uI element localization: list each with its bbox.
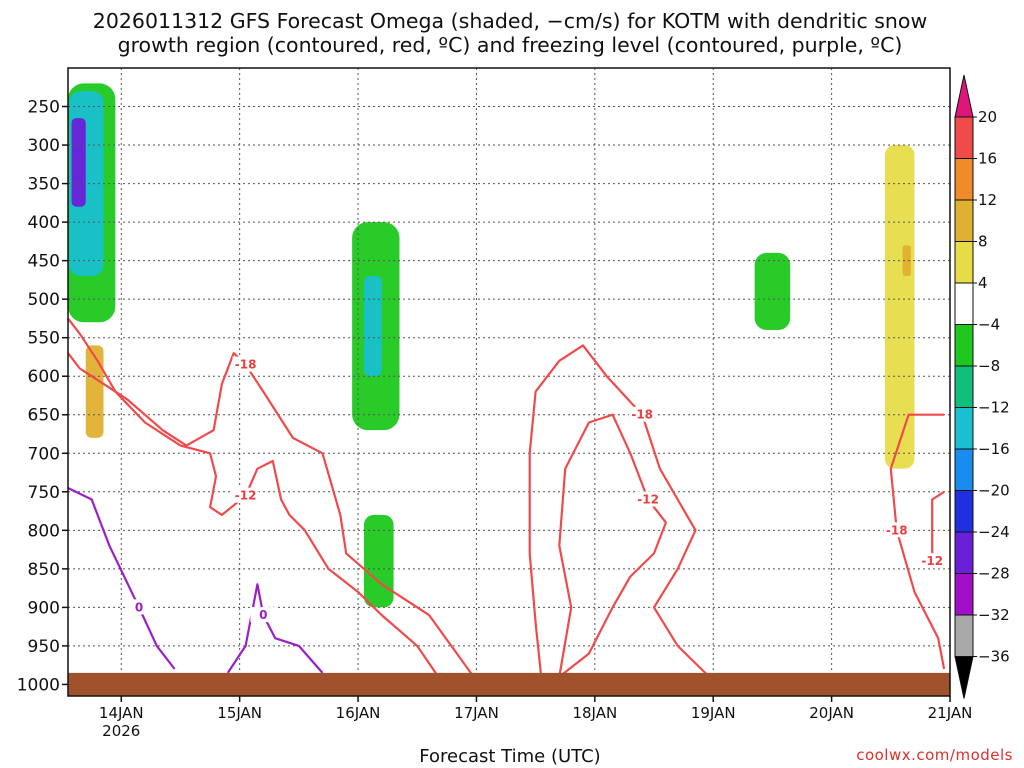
colorbar-tick-label-10: −24: [978, 523, 1010, 541]
y-tick-label-15: 1000: [17, 675, 60, 695]
colorbar-top-arrow: [954, 74, 974, 118]
contour-line-3: [558, 413, 667, 678]
contour-label-1: -18: [235, 358, 257, 372]
omega-region-5: [85, 345, 104, 438]
x-tick-label-3: 17JAN: [454, 704, 499, 722]
omega-region-3: [754, 252, 791, 330]
grid-layer: [68, 68, 951, 696]
colorbar-tick-label-0: 20: [978, 108, 997, 126]
y-tick-label-1: 300: [28, 136, 60, 156]
colorbar-bin-11: [954, 531, 974, 574]
contour-label-bg-7: [250, 607, 277, 623]
colorbar-bin-1: [954, 116, 974, 159]
contour-label-7: 0: [259, 608, 267, 622]
credit-text: coolwx.com/models: [856, 746, 1013, 764]
contour-label-5: -12: [921, 554, 943, 568]
colorbar-bin-5: [954, 282, 974, 325]
colorbar-tick-label-7: −12: [978, 399, 1010, 417]
x-tick-label-1: 15JAN: [217, 704, 262, 722]
contour-line-2: [528, 344, 714, 682]
colorbar-tick-label-1: 16: [978, 150, 997, 168]
colorbar-tick-label-12: −32: [978, 606, 1010, 624]
y-tick-label-14: 950: [28, 637, 60, 657]
colorbar-bin-12: [954, 573, 974, 616]
x-axis-label: Forecast Time (UTC): [419, 746, 600, 767]
x-year-label: 2026: [102, 722, 140, 740]
colorbar-bin-13: [954, 614, 974, 657]
ground-fill: [68, 672, 950, 696]
colorbar-bin-9: [954, 448, 974, 491]
colorbar-bottom-arrow: [954, 656, 974, 699]
y-tick-label-4: 450: [28, 252, 60, 272]
omega-region-2: [363, 514, 394, 608]
colorbar-tick-label-8: −16: [978, 440, 1010, 458]
omega-region-6: [902, 245, 911, 277]
x-tick-label-2: 16JAN: [336, 704, 381, 722]
omega-region-4: [884, 145, 915, 469]
x-tick-label-6: 20JAN: [809, 704, 854, 722]
contour-label-bg-4: [883, 522, 910, 538]
colorbar-tick-label-9: −20: [978, 482, 1010, 500]
colorbar-bin-7: [954, 365, 974, 408]
plot-background: [68, 68, 950, 696]
omega-region-7: [363, 276, 382, 377]
y-tick-label-11: 800: [28, 521, 60, 541]
ground-layer: [68, 672, 950, 696]
colorbar-tick-label-13: −36: [978, 648, 1010, 666]
colorbar-bin-4: [954, 241, 974, 284]
chart-title-line-1: 2026011312 GFS Forecast Omega (shaded, −…: [93, 9, 927, 33]
colorbar-bin-10: [954, 490, 974, 533]
plot-area: -12 -18 -18 -12 -18 -12 0 0: [67, 67, 951, 697]
colorbar-tick-label-2: 12: [978, 191, 997, 209]
x-tick-label-4: 18JAN: [572, 704, 617, 722]
y-tick-label-3: 400: [28, 213, 60, 233]
plot-frame: [67, 67, 951, 697]
chart-title-line-2: growth region (contoured, red, ºC) and f…: [118, 33, 903, 57]
contour-label-0: -12: [235, 489, 257, 503]
y-tick-label-6: 550: [28, 329, 60, 349]
contour-label-bg-6: [126, 599, 153, 615]
colorbar-bin-6: [954, 324, 974, 367]
x-tick-label-5: 19JAN: [691, 704, 736, 722]
y-tick-label-5: 500: [28, 290, 60, 310]
contour-label-6: 0: [135, 600, 143, 614]
contour-label-bg-5: [919, 553, 946, 569]
colorbar-tick-label-6: −8: [978, 357, 1000, 375]
contour-label-3: -12: [637, 493, 659, 507]
colorbar-bin-3: [954, 199, 974, 242]
colorbar-bin-8: [954, 407, 974, 450]
contour-label-bg-2: [629, 406, 656, 422]
contour-label-4: -18: [886, 523, 908, 537]
x-tick-label-7: 21JAN: [928, 704, 973, 722]
y-tick-label-7: 600: [28, 367, 60, 387]
y-axis: 250 300 350 400 450 500 550 600 650 700 750 800 850 9…: [17, 98, 68, 695]
colorbar-tick-label-5: −4: [978, 316, 1000, 334]
y-tick-label-2: 350: [28, 175, 60, 195]
y-tick-label-9: 700: [28, 444, 60, 464]
colorbar-tick-label-11: −28: [978, 565, 1010, 583]
x-tick-label-0: 14JAN: [99, 704, 144, 722]
colorbar-tick-label-3: 8: [978, 233, 988, 251]
colorbar: 20 16 12 8 4 −4 −8 −12 −16 −20 −24 −28 −32 −36: [954, 74, 1010, 699]
y-tick-label-13: 900: [28, 598, 60, 618]
y-tick-label-12: 850: [28, 560, 60, 580]
contour-label-bg-1: [232, 356, 259, 372]
contour-label-bg-0: [232, 487, 259, 503]
y-tick-label-0: 250: [28, 98, 60, 118]
y-tick-label-10: 750: [28, 483, 60, 503]
contour-line-6: [67, 487, 176, 670]
colorbar-tick-label-4: 4: [978, 274, 988, 292]
omega-shading-layer: [68, 83, 915, 608]
contour-layer: -12 -18 -18 -12 -18 -12 0 0: [67, 317, 946, 682]
x-axis: 14JAN 15JAN 16JAN 17JAN 18JAN 19JAN 20JAN 21JAN…: [99, 696, 972, 740]
omega-region-9: [71, 118, 86, 207]
colorbar-bin-2: [954, 158, 974, 201]
y-tick-label-8: 650: [28, 406, 60, 426]
contour-label-2: -18: [631, 408, 653, 422]
contour-label-bg-3: [635, 491, 662, 507]
